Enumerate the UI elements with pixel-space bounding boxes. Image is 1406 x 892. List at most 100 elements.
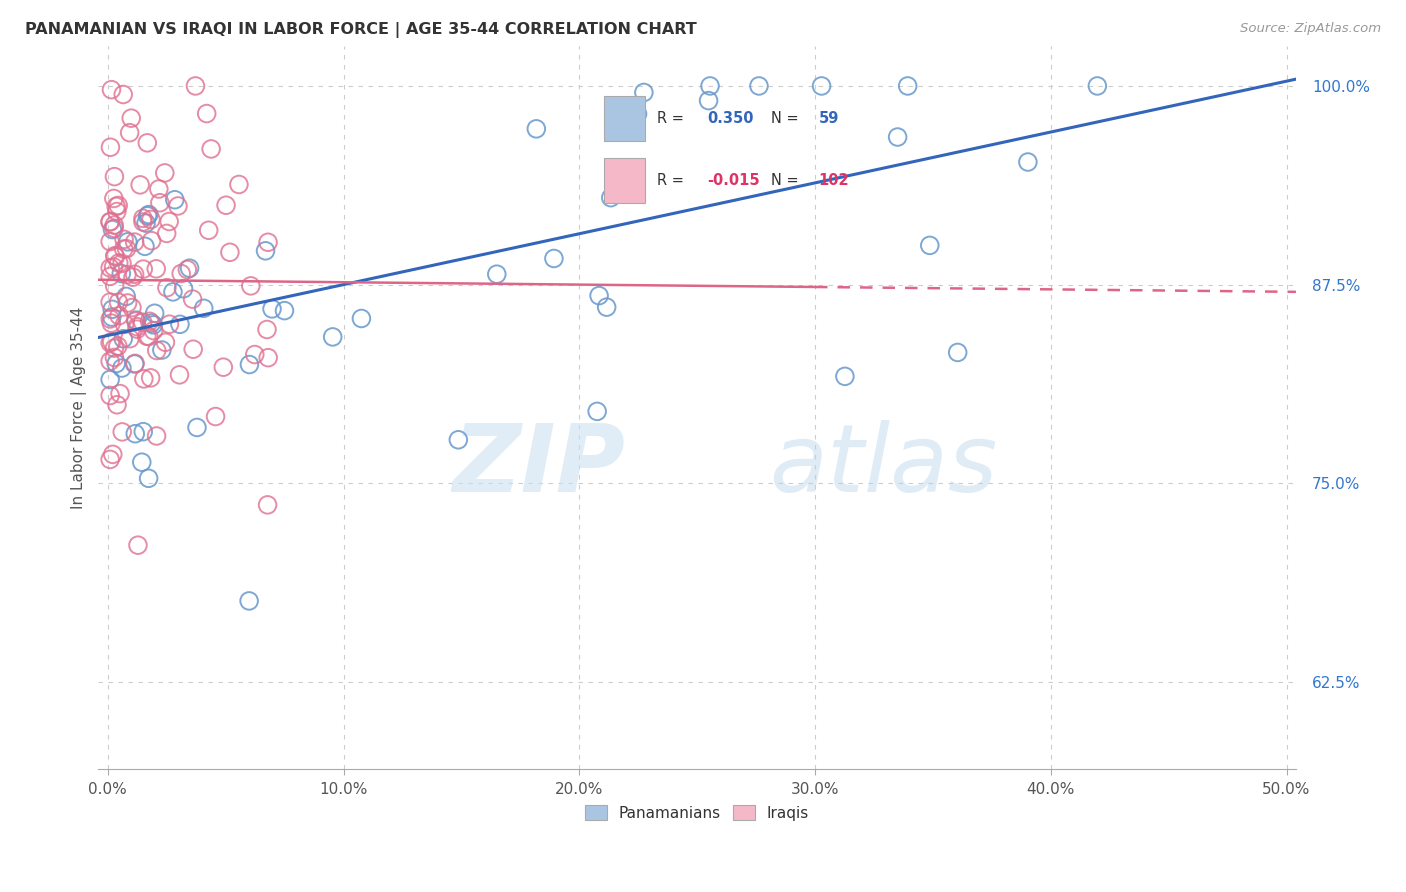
Point [104,278,127,293]
Point [257,235,280,250]
Point [101,310,124,324]
Point [132,425,155,439]
Text: ZIP: ZIP [453,419,626,512]
Point [103,341,125,355]
Point [148,182,170,196]
Point [138,329,160,343]
Point [170,267,193,281]
Point [141,316,163,330]
Point [98,312,121,326]
Legend: Panamanians, Iraqis: Panamanians, Iraqis [579,799,815,827]
Point [110,267,132,281]
Point [219,245,242,260]
Point [200,142,222,156]
Point [105,357,128,371]
Point [143,306,166,320]
Point [131,315,153,329]
Point [150,343,173,357]
Point [132,215,155,229]
Point [98,295,121,310]
Point [103,221,125,235]
Point [595,300,617,314]
Point [107,198,129,212]
Point [98,335,121,350]
Point [139,371,162,385]
Point [193,301,215,316]
Point [131,455,153,469]
Point [127,322,149,336]
Point [138,471,160,485]
Point [124,357,146,371]
Point [122,270,145,285]
Point [135,216,157,230]
Point [626,107,648,121]
Point [129,178,152,192]
Point [273,303,295,318]
Point [108,386,131,401]
Point [104,249,127,263]
Point [98,269,121,284]
Point [115,268,138,282]
Point [105,199,128,213]
Point [169,318,191,332]
Point [145,343,167,358]
Point [118,332,141,346]
Point [243,347,266,361]
Point [107,339,129,353]
Point [114,318,136,332]
Point [121,301,143,315]
Point [586,404,609,418]
Point [350,311,373,326]
Point [112,242,135,256]
Point [132,262,155,277]
Point [256,498,278,512]
Point [153,166,176,180]
Point [485,267,508,281]
Point [100,83,122,97]
Point [167,199,190,213]
Point [149,195,172,210]
Point [112,232,135,246]
Point [184,78,207,93]
Point [101,302,124,317]
Point [103,218,125,232]
Point [98,354,121,368]
Point [946,345,969,359]
Point [100,334,122,349]
Point [111,361,134,376]
Point [98,388,121,402]
Point [157,214,180,228]
Point [181,342,204,356]
Point [162,285,184,299]
Point [145,429,167,443]
Point [238,358,260,372]
Point [138,314,160,328]
Point [173,282,195,296]
Point [115,242,138,256]
Point [104,250,127,264]
Point [524,121,547,136]
Point [98,260,121,275]
Point [156,227,179,241]
Point [215,198,238,212]
Point [98,452,121,467]
Point [599,191,621,205]
Point [142,318,165,332]
Point [897,78,920,93]
Point [748,78,770,93]
Point [163,193,186,207]
Point [132,372,155,386]
Point [107,256,129,270]
Point [197,223,219,237]
Point [181,292,204,306]
Point [195,106,218,120]
Point [228,178,250,192]
Point [101,447,124,461]
Point [115,289,138,303]
Point [212,360,235,375]
Point [124,267,146,281]
Point [156,280,179,294]
Point [108,309,131,323]
Point [101,222,124,236]
Point [111,425,134,439]
